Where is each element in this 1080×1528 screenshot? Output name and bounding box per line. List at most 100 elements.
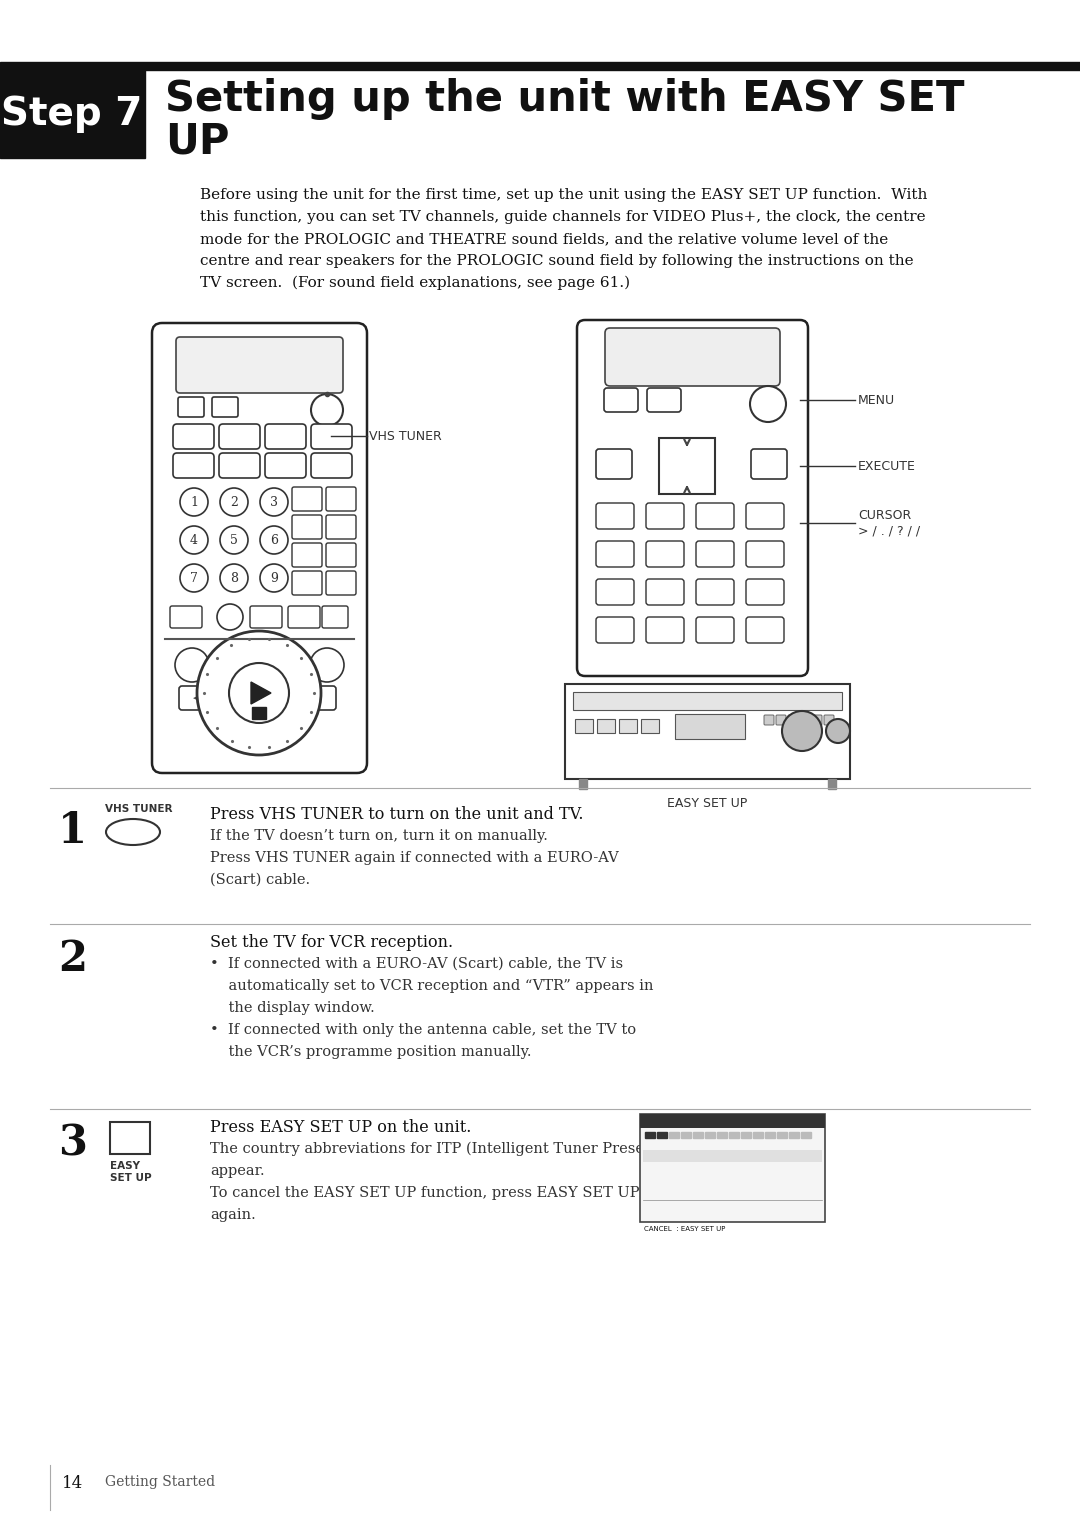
Text: F: F [678, 1164, 683, 1174]
Text: 6: 6 [270, 533, 278, 547]
Text: E: E [645, 1164, 650, 1174]
Text: UP: UP [165, 121, 229, 162]
FancyBboxPatch shape [696, 503, 734, 529]
Text: 3: 3 [58, 1123, 86, 1164]
Text: 1: 1 [190, 495, 198, 509]
Text: ◀◀: ◀◀ [192, 694, 210, 703]
FancyBboxPatch shape [326, 571, 356, 594]
Bar [705, 1132, 715, 1138]
FancyBboxPatch shape [746, 579, 784, 605]
Text: 9: 9 [270, 571, 278, 585]
Bar [789, 1132, 799, 1138]
FancyBboxPatch shape [788, 715, 798, 724]
FancyBboxPatch shape [311, 452, 352, 478]
FancyBboxPatch shape [800, 715, 810, 724]
Text: SELECT  :: SELECT : [644, 1204, 677, 1210]
Circle shape [217, 604, 243, 630]
Text: DK: DK [777, 1152, 788, 1161]
Bar [801, 1132, 811, 1138]
Text: Set the TV for VCR reception.: Set the TV for VCR reception. [210, 934, 454, 950]
Text: COUNTRY SELECTION: COUNTRY SELECTION [644, 1141, 735, 1151]
FancyBboxPatch shape [152, 322, 367, 773]
Text: •  If connected with only the antenna cable, set the TV to: • If connected with only the antenna cab… [210, 1024, 636, 1038]
FancyBboxPatch shape [605, 329, 780, 387]
Circle shape [180, 526, 208, 555]
Bar [110, 1122, 150, 1154]
Text: 2: 2 [230, 495, 238, 509]
FancyBboxPatch shape [249, 607, 282, 628]
Text: •  If connected with a EURO-AV (Scart) cable, the TV is: • If connected with a EURO-AV (Scart) ca… [210, 957, 623, 970]
Text: I: I [711, 1164, 713, 1174]
Text: UK: UK [645, 1187, 656, 1196]
Text: TV screen.  (For sound field explanations, see page 61.): TV screen. (For sound field explanations… [200, 277, 630, 290]
Circle shape [180, 487, 208, 516]
Circle shape [750, 387, 786, 422]
Text: Press VHS TUNER to turn on the unit and TV.: Press VHS TUNER to turn on the unit and … [210, 805, 583, 824]
Text: VHS TUNER: VHS TUNER [105, 804, 173, 814]
Text: appear.: appear. [210, 1164, 265, 1178]
Circle shape [260, 487, 288, 516]
Text: again.: again. [210, 1209, 256, 1222]
Text: 2: 2 [58, 938, 87, 979]
Circle shape [220, 564, 248, 591]
FancyBboxPatch shape [604, 388, 638, 413]
Circle shape [311, 394, 343, 426]
Text: Press EASY SET UP on the unit.: Press EASY SET UP on the unit. [210, 1118, 471, 1135]
Text: The country abbreviations for ITP (Intelligent Tuner Preset): The country abbreviations for ITP (Intel… [210, 1141, 656, 1157]
FancyBboxPatch shape [173, 452, 214, 478]
FancyBboxPatch shape [219, 452, 260, 478]
Bar [252, 707, 266, 720]
Text: centre and rear speakers for the PROLOGIC sound field by following the instructi: centre and rear speakers for the PROLOGI… [200, 254, 914, 267]
Bar [777, 1132, 787, 1138]
FancyBboxPatch shape [326, 487, 356, 510]
FancyBboxPatch shape [311, 423, 352, 449]
Text: the VCR’s programme position manually.: the VCR’s programme position manually. [210, 1045, 531, 1059]
FancyBboxPatch shape [647, 388, 681, 413]
Circle shape [229, 663, 289, 723]
Text: EASY SET UP: EASY SET UP [666, 798, 747, 810]
Text: II: II [310, 694, 319, 703]
Text: Step 7: Step 7 [1, 95, 143, 133]
FancyBboxPatch shape [222, 651, 281, 677]
Bar [828, 779, 836, 788]
Text: Setting up the unit with EASY SET: Setting up the unit with EASY SET [165, 78, 964, 121]
FancyBboxPatch shape [646, 579, 684, 605]
Text: SF: SF [777, 1177, 786, 1186]
FancyBboxPatch shape [596, 449, 632, 478]
Circle shape [260, 526, 288, 555]
Text: 4: 4 [190, 533, 198, 547]
FancyBboxPatch shape [596, 503, 634, 529]
Text: EASY
SET UP: EASY SET UP [110, 1161, 151, 1183]
Bar [753, 1132, 762, 1138]
Bar [765, 1132, 775, 1138]
Bar [597, 720, 615, 733]
FancyBboxPatch shape [170, 607, 202, 628]
Bar [729, 1132, 739, 1138]
Text: N: N [645, 1177, 651, 1186]
Text: 3: 3 [270, 495, 278, 509]
Text: automatically set to VCR reception and “VTR” appears in: automatically set to VCR reception and “… [210, 979, 653, 993]
FancyBboxPatch shape [646, 503, 684, 529]
Circle shape [180, 564, 208, 591]
FancyBboxPatch shape [292, 515, 322, 539]
Text: the display window.: the display window. [210, 1001, 375, 1015]
Text: (Scart) cable.: (Scart) cable. [210, 872, 310, 886]
FancyBboxPatch shape [326, 542, 356, 567]
Text: Press VHS TUNER again if connected with a EURO-AV: Press VHS TUNER again if connected with … [210, 851, 619, 865]
FancyBboxPatch shape [292, 542, 322, 567]
Text: IRL: IRL [744, 1164, 756, 1174]
Text: Getting Started: Getting Started [105, 1475, 215, 1488]
FancyBboxPatch shape [179, 686, 222, 711]
FancyBboxPatch shape [178, 397, 204, 417]
FancyBboxPatch shape [812, 715, 822, 724]
Text: ELSE: ELSE [678, 1187, 697, 1196]
FancyBboxPatch shape [746, 541, 784, 567]
FancyBboxPatch shape [288, 607, 320, 628]
FancyBboxPatch shape [751, 449, 787, 478]
FancyBboxPatch shape [696, 579, 734, 605]
FancyBboxPatch shape [696, 617, 734, 643]
FancyBboxPatch shape [596, 617, 634, 643]
Bar [681, 1132, 691, 1138]
FancyBboxPatch shape [646, 541, 684, 567]
FancyBboxPatch shape [265, 452, 306, 478]
